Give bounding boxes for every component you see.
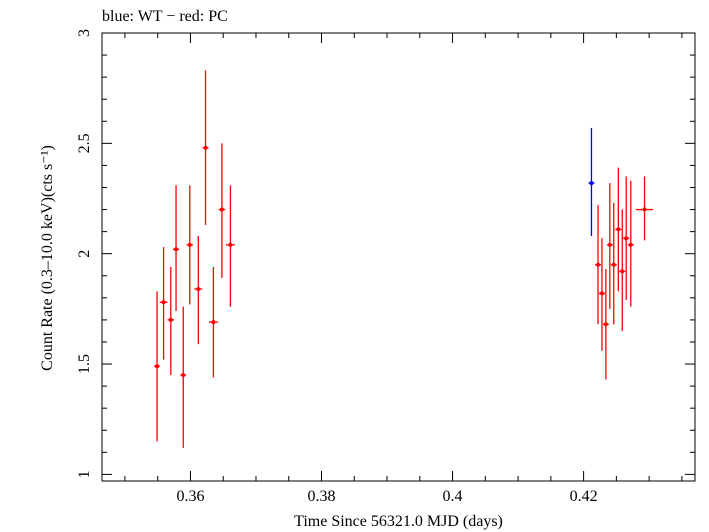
x-tick-label: 0.4 <box>443 488 463 505</box>
data-marker <box>155 364 160 369</box>
data-marker <box>168 317 173 322</box>
data-marker <box>642 207 647 212</box>
data-points <box>154 70 654 448</box>
y-tick-label: 2 <box>76 250 93 258</box>
y-tick-label: 1 <box>76 470 93 478</box>
data-marker <box>174 247 179 252</box>
data-point-pc <box>627 180 634 307</box>
data-point-pc <box>159 247 168 360</box>
data-marker <box>603 322 608 327</box>
data-point-pc <box>602 269 609 380</box>
data-marker <box>187 242 192 247</box>
data-point-pc <box>154 291 161 442</box>
data-marker <box>219 207 224 212</box>
data-marker <box>181 373 186 378</box>
data-point-pc <box>619 209 626 331</box>
plot-axes: 0.36 0.38 0.4 0.42 1 1.5 2 2.5 3 <box>76 29 696 505</box>
data-point-pc <box>202 70 209 225</box>
data-marker <box>203 145 208 150</box>
data-marker <box>196 287 201 291</box>
data-marker <box>589 181 594 186</box>
data-marker <box>161 300 166 305</box>
data-point-pc <box>636 176 654 241</box>
data-marker <box>620 269 625 274</box>
data-point-pc <box>615 167 622 292</box>
data-point-pc <box>208 266 218 378</box>
data-marker <box>607 242 612 247</box>
data-point-pc <box>606 183 613 309</box>
data-marker <box>616 227 621 232</box>
x-axis-label: Time Since 56321.0 MJD (days) <box>294 513 503 530</box>
data-point-pc <box>218 143 226 278</box>
plot-frame <box>101 32 696 482</box>
y-tick-label: 2.5 <box>76 133 93 153</box>
data-marker <box>628 242 633 247</box>
data-marker <box>611 262 616 267</box>
data-point-pc <box>623 176 630 301</box>
data-point-pc <box>610 202 617 325</box>
data-point-wt <box>588 127 595 237</box>
data-point-pc <box>172 185 180 312</box>
data-marker <box>624 236 629 241</box>
x-tick-label: 0.36 <box>176 488 204 505</box>
chart-title: blue: WT − red: PC <box>102 8 228 25</box>
data-point-pc <box>180 306 187 448</box>
y-axis-label: Count Rate (0.3–10.0 keV)(cts s⁻¹) <box>39 145 56 371</box>
data-point-pc <box>167 266 175 376</box>
y-tick-label: 1.5 <box>76 354 93 374</box>
data-point-pc <box>186 185 194 305</box>
data-point-pc <box>225 185 236 307</box>
data-point-pc <box>595 205 602 325</box>
data-point-pc <box>598 238 605 351</box>
data-point-pc <box>194 236 203 345</box>
x-tick-label: 0.42 <box>570 488 598 505</box>
y-tick-label: 3 <box>76 29 93 37</box>
x-tick-label: 0.38 <box>308 488 336 505</box>
data-marker <box>596 262 601 267</box>
data-marker <box>599 291 604 296</box>
data-marker <box>228 242 233 247</box>
data-marker <box>211 320 216 325</box>
